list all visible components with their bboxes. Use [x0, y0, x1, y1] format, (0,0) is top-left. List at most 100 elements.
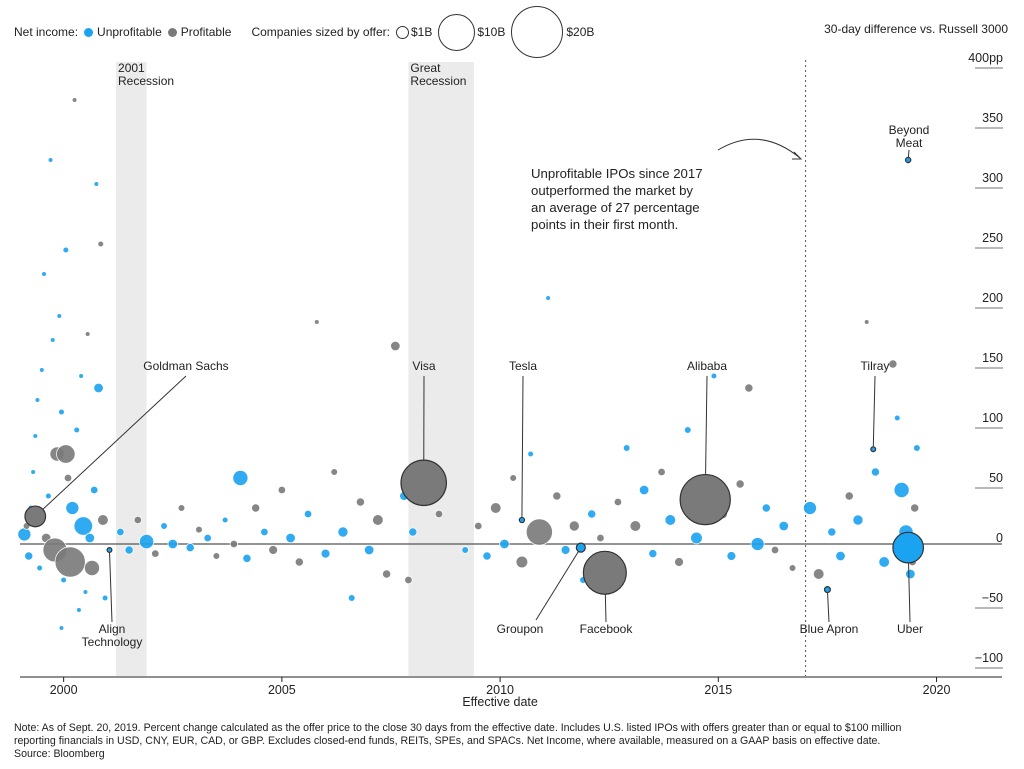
- y-tick-label: 50: [989, 471, 1003, 485]
- ipo-point: [84, 532, 96, 544]
- point-label: Uber: [897, 622, 923, 636]
- ipo-point: [852, 514, 864, 526]
- ipo-point: [761, 503, 771, 513]
- leader-line: [34, 375, 187, 517]
- ipo-point: [76, 607, 82, 613]
- ipo-point: [320, 548, 331, 559]
- note-line: Note: As of Sept. 20, 2019. Percent chan…: [14, 722, 902, 734]
- x-tick-label: 2010: [486, 683, 514, 697]
- ipo-point: [863, 319, 870, 325]
- ipo-point: [690, 531, 703, 545]
- labeled-ipo-point: [582, 550, 627, 595]
- right-axis-title: 30-day difference vs. Russell 3000: [824, 22, 1008, 36]
- y-tick-label: 100: [982, 411, 1003, 425]
- ipo-point: [34, 397, 41, 403]
- ipo-point: [39, 367, 45, 373]
- size-10b-label: $10B: [477, 25, 506, 39]
- ipo-point: [778, 520, 789, 532]
- ipo-point: [221, 516, 229, 524]
- ipo-point: [683, 426, 692, 434]
- ipo-point: [770, 545, 780, 555]
- legend: Net income: Unprofitable Profitable Comp…: [14, 6, 594, 58]
- ipo-point: [251, 503, 261, 513]
- labeled-ipo-point: [823, 586, 831, 594]
- ipo-point: [372, 514, 384, 526]
- ipo-point: [63, 473, 73, 483]
- ipo-point: [58, 408, 65, 416]
- ipo-point: [622, 444, 631, 452]
- x-tick-label: 2015: [704, 683, 732, 697]
- ipo-point: [124, 545, 134, 555]
- y-tick-label: 250: [982, 231, 1003, 245]
- ipo-point: [355, 497, 365, 507]
- callout-arrow: [717, 138, 801, 159]
- recession-label: Recession: [118, 74, 174, 88]
- size-10b-circle: [438, 13, 476, 51]
- ipo-point: [73, 426, 81, 434]
- point-label: Meat: [896, 136, 923, 150]
- ipo-point: [552, 491, 562, 501]
- ipo-point: [41, 271, 47, 277]
- ipo-point: [167, 538, 178, 550]
- ipo-point: [133, 515, 143, 525]
- ipo-point: [58, 625, 65, 631]
- recession-label: 2001: [118, 61, 145, 75]
- ipo-point: [195, 525, 203, 534]
- ipo-point: [73, 516, 93, 536]
- size-1b-circle: [395, 25, 409, 39]
- ipo-point: [84, 560, 101, 576]
- ipo-point: [910, 503, 920, 513]
- ipo-point: [404, 575, 413, 585]
- legend-unprofitable: Unprofitable: [84, 25, 162, 39]
- point-label: Visa: [412, 359, 435, 373]
- ipo-point: [812, 568, 825, 580]
- x-tick-label: 2000: [50, 683, 78, 697]
- ipo-point: [629, 520, 642, 532]
- ipo-point: [116, 527, 125, 537]
- ipo-point: [648, 549, 658, 559]
- y-tick-label: 350: [982, 111, 1003, 125]
- ipo-point: [802, 501, 817, 515]
- callout-line: Unprofitable IPOs since 2017: [531, 166, 703, 181]
- ipo-point: [303, 509, 313, 519]
- ipo-point: [45, 492, 52, 500]
- y-tick-label: 300: [982, 171, 1003, 185]
- ipo-point: [203, 533, 212, 543]
- ipo-point: [30, 469, 36, 475]
- labeled-ipo-point: [106, 546, 113, 553]
- ipo-point: [24, 551, 34, 561]
- ipo-point: [62, 246, 70, 254]
- ipo-point: [489, 502, 502, 514]
- leader-line: [826, 589, 830, 623]
- ipo-point: [84, 331, 91, 337]
- ipo-point: [844, 491, 854, 501]
- ipo-point: [893, 482, 910, 498]
- ipo-point: [177, 504, 186, 512]
- labeled-ipo-point: [575, 542, 586, 553]
- ipo-point: [568, 520, 580, 532]
- callout-line: points in their first month.: [531, 217, 679, 232]
- point-label: Blue Apron: [800, 622, 859, 636]
- ipo-point: [905, 568, 916, 580]
- ipo-point: [97, 514, 109, 526]
- ipo-point: [515, 555, 529, 569]
- ipo-point: [71, 97, 78, 103]
- ipo-point: [363, 544, 375, 556]
- y-tick-label: 150: [982, 351, 1003, 365]
- ipo-point: [710, 372, 718, 380]
- ipo-point: [382, 569, 392, 579]
- ipo-point: [313, 319, 320, 325]
- y-tick-label: 0: [996, 531, 1003, 545]
- labeled-ipo-point: [679, 473, 731, 526]
- ipo-point: [101, 594, 109, 602]
- ipo-point: [545, 295, 551, 301]
- labeled-ipo-point: [24, 505, 47, 528]
- ipo-point: [888, 359, 898, 369]
- ipo-point: [330, 468, 339, 476]
- ipo-point: [212, 552, 221, 560]
- ipo-point: [82, 589, 89, 595]
- point-label: Tesla: [509, 359, 537, 373]
- labeled-ipo-point: [904, 156, 912, 164]
- labeled-ipo-point: [400, 459, 448, 507]
- ipo-point: [474, 521, 483, 531]
